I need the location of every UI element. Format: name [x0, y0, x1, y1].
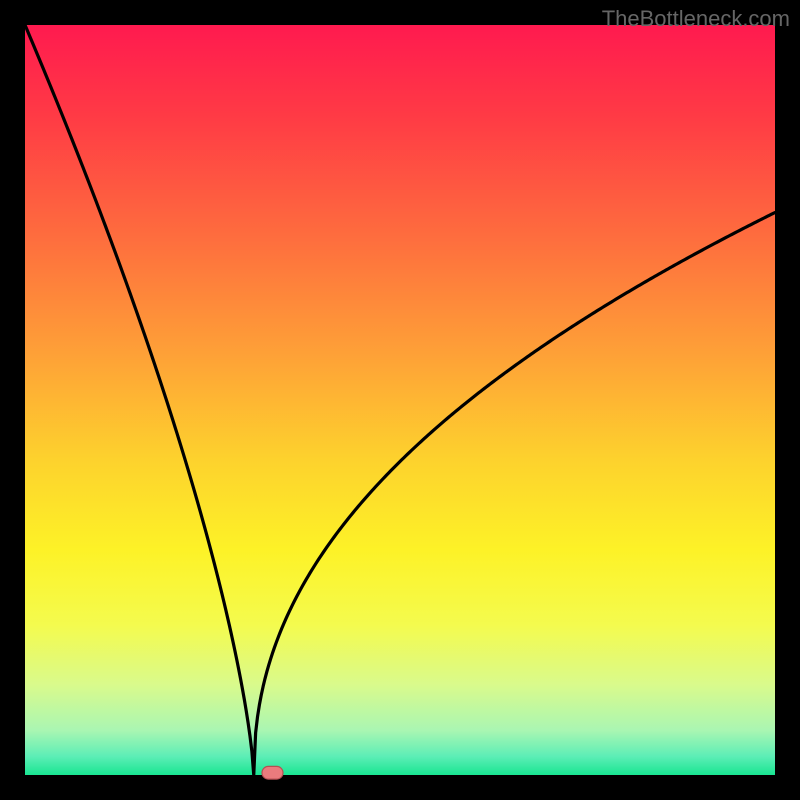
- chart-stage: TheBottleneck.com: [0, 0, 800, 800]
- bottleneck-curve-chart: [0, 0, 800, 800]
